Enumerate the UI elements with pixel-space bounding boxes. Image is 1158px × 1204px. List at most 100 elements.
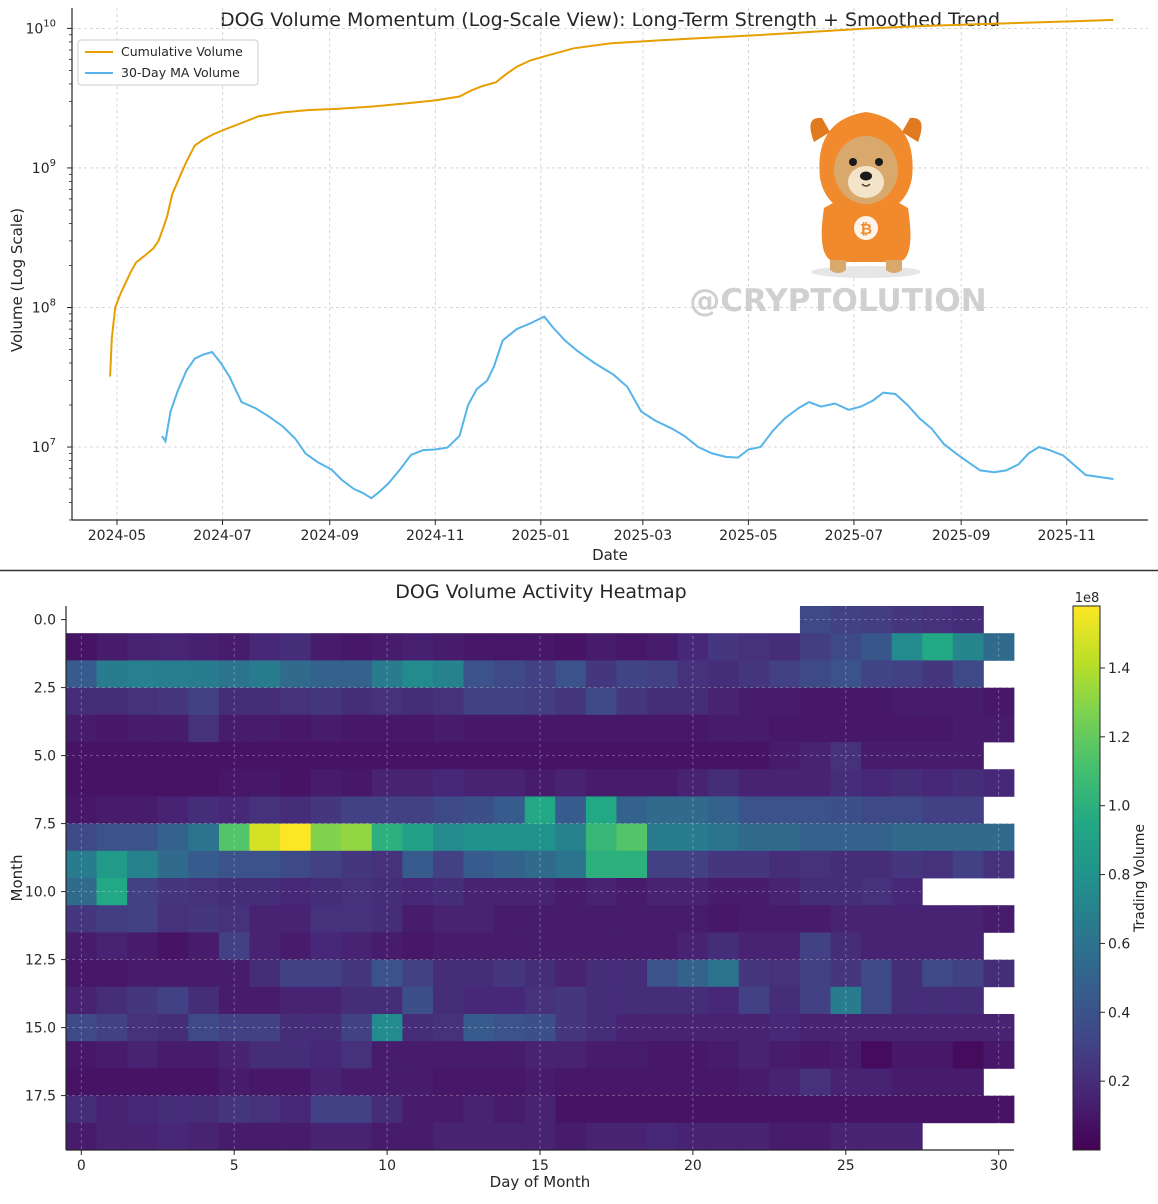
heatmap-cell: [769, 1041, 801, 1069]
heatmap-cell: [769, 796, 801, 824]
heatmap-cell: [738, 742, 770, 770]
heatmap-cell: [647, 1014, 679, 1042]
heatmap-cell: [341, 1095, 373, 1124]
heatmap-cell: [432, 687, 464, 716]
heatmap-cell: [524, 878, 556, 906]
heatmap-cell: [127, 742, 159, 770]
heatmap-cell: [708, 687, 740, 716]
heatmap-cell: [585, 660, 617, 688]
heatmap-cell: [432, 1122, 464, 1151]
heatmap-cell: [983, 823, 1015, 852]
heatmap-cell: [585, 687, 617, 716]
heatmap-cell: [310, 986, 342, 1015]
heatmap-cell: [830, 633, 862, 661]
heatmap-cell: [616, 1068, 648, 1096]
heatmap-cell: [524, 687, 556, 716]
heatmap-cell: [188, 633, 220, 661]
heatmap-cell: [708, 660, 740, 688]
heatmap-cell: [708, 959, 740, 988]
heatmap-cell: [249, 769, 281, 797]
heatmap-cell: [432, 905, 464, 933]
heatmap-cell: [66, 823, 97, 852]
heatmap-cell: [127, 714, 159, 743]
heatmap-cell: [524, 769, 556, 797]
heatmap-cell: [922, 769, 954, 797]
heatmap-cell: [96, 1014, 128, 1042]
heatmap-cell: [463, 687, 495, 716]
heatmap-cell: [952, 932, 984, 960]
heatmap-cell: [280, 633, 312, 661]
heatmap-cell: [127, 633, 159, 661]
heatmap-cell: [280, 1014, 312, 1042]
heatmap-cell: [738, 1068, 770, 1096]
x-tick-label: 2024-11: [406, 528, 465, 544]
heatmap-cell: [891, 959, 923, 988]
heatmap-cell: [188, 660, 220, 688]
dog-in-orange-hoodie-icon: ₿: [810, 112, 922, 278]
heatmap-cell: [555, 687, 587, 716]
heatmap-cell: [983, 769, 1015, 797]
heatmap-cell: [677, 687, 709, 716]
y-tick-exponent: 9: [50, 158, 56, 169]
heatmap-cell: [616, 660, 648, 688]
heatmap-cell: [402, 633, 434, 661]
y-tick-base: 10: [25, 21, 43, 37]
heatmap-cell: [341, 687, 373, 716]
heatmap-cell: [66, 1041, 97, 1069]
heatmap-cell: [218, 932, 250, 960]
x-tick-label: 0: [77, 1158, 86, 1174]
heatmap-cell: [463, 850, 495, 879]
heatmap-cell: [310, 796, 342, 824]
heatmap-cell: [432, 769, 464, 797]
heatmap-cell: [310, 660, 342, 688]
heatmap-cell: [157, 687, 189, 716]
heatmap-cell: [524, 1041, 556, 1069]
heatmap-cell: [585, 796, 617, 824]
heatmap-cell: [983, 1014, 1015, 1042]
heatmap-cell: [127, 1122, 159, 1151]
y-tick-label: 2.5: [34, 681, 56, 697]
heatmap-cell: [157, 796, 189, 824]
y-tick-label: 17.5: [25, 1089, 56, 1105]
heatmap-cell: [96, 878, 128, 906]
heatmap-cell: [769, 850, 801, 879]
heatmap-cell: [432, 1041, 464, 1069]
heatmap-cell: [799, 823, 831, 852]
heatmap-cell: [66, 714, 97, 743]
heatmap-cell: [402, 959, 434, 988]
heatmap-cell: [952, 1041, 984, 1069]
heatmap-cell: [157, 1095, 189, 1124]
heatmap-cell: [647, 823, 679, 852]
heatmap-cell: [127, 1068, 159, 1096]
heatmap-cell: [830, 1014, 862, 1042]
heatmap-cell: [402, 850, 434, 879]
heatmap-cell: [524, 850, 556, 879]
heatmap-cell: [830, 1122, 862, 1151]
heatmap-cell: [585, 1014, 617, 1042]
heatmap-cell: [218, 850, 250, 879]
heatmap-cell: [96, 1041, 128, 1069]
heatmap-cell: [647, 660, 679, 688]
heatmap-cell: [524, 959, 556, 988]
heatmap-cell: [157, 905, 189, 933]
line-chart-y-label: Volume (Log Scale): [8, 208, 26, 352]
heatmap-cell: [830, 687, 862, 716]
heatmap-cell: [677, 1068, 709, 1096]
heatmap-cell: [432, 850, 464, 879]
heatmap-cell: [96, 905, 128, 933]
legend: Cumulative Volume 30-Day MA Volume: [77, 39, 259, 86]
heatmap-cell: [249, 823, 281, 852]
heatmap-cell: [616, 1122, 648, 1151]
heatmap-cell: [952, 850, 984, 879]
heatmap-cell: [891, 1014, 923, 1042]
heatmap-cell: [463, 932, 495, 960]
heatmap-cell: [432, 1095, 464, 1124]
heatmap-cell: [157, 660, 189, 688]
heatmap-cell: [402, 823, 434, 852]
x-tick-label: 5: [230, 1158, 239, 1174]
x-tick-label: 20: [684, 1158, 702, 1174]
heatmap-cell: [647, 850, 679, 879]
heatmap-cell: [249, 878, 281, 906]
heatmap-cell: [585, 850, 617, 879]
